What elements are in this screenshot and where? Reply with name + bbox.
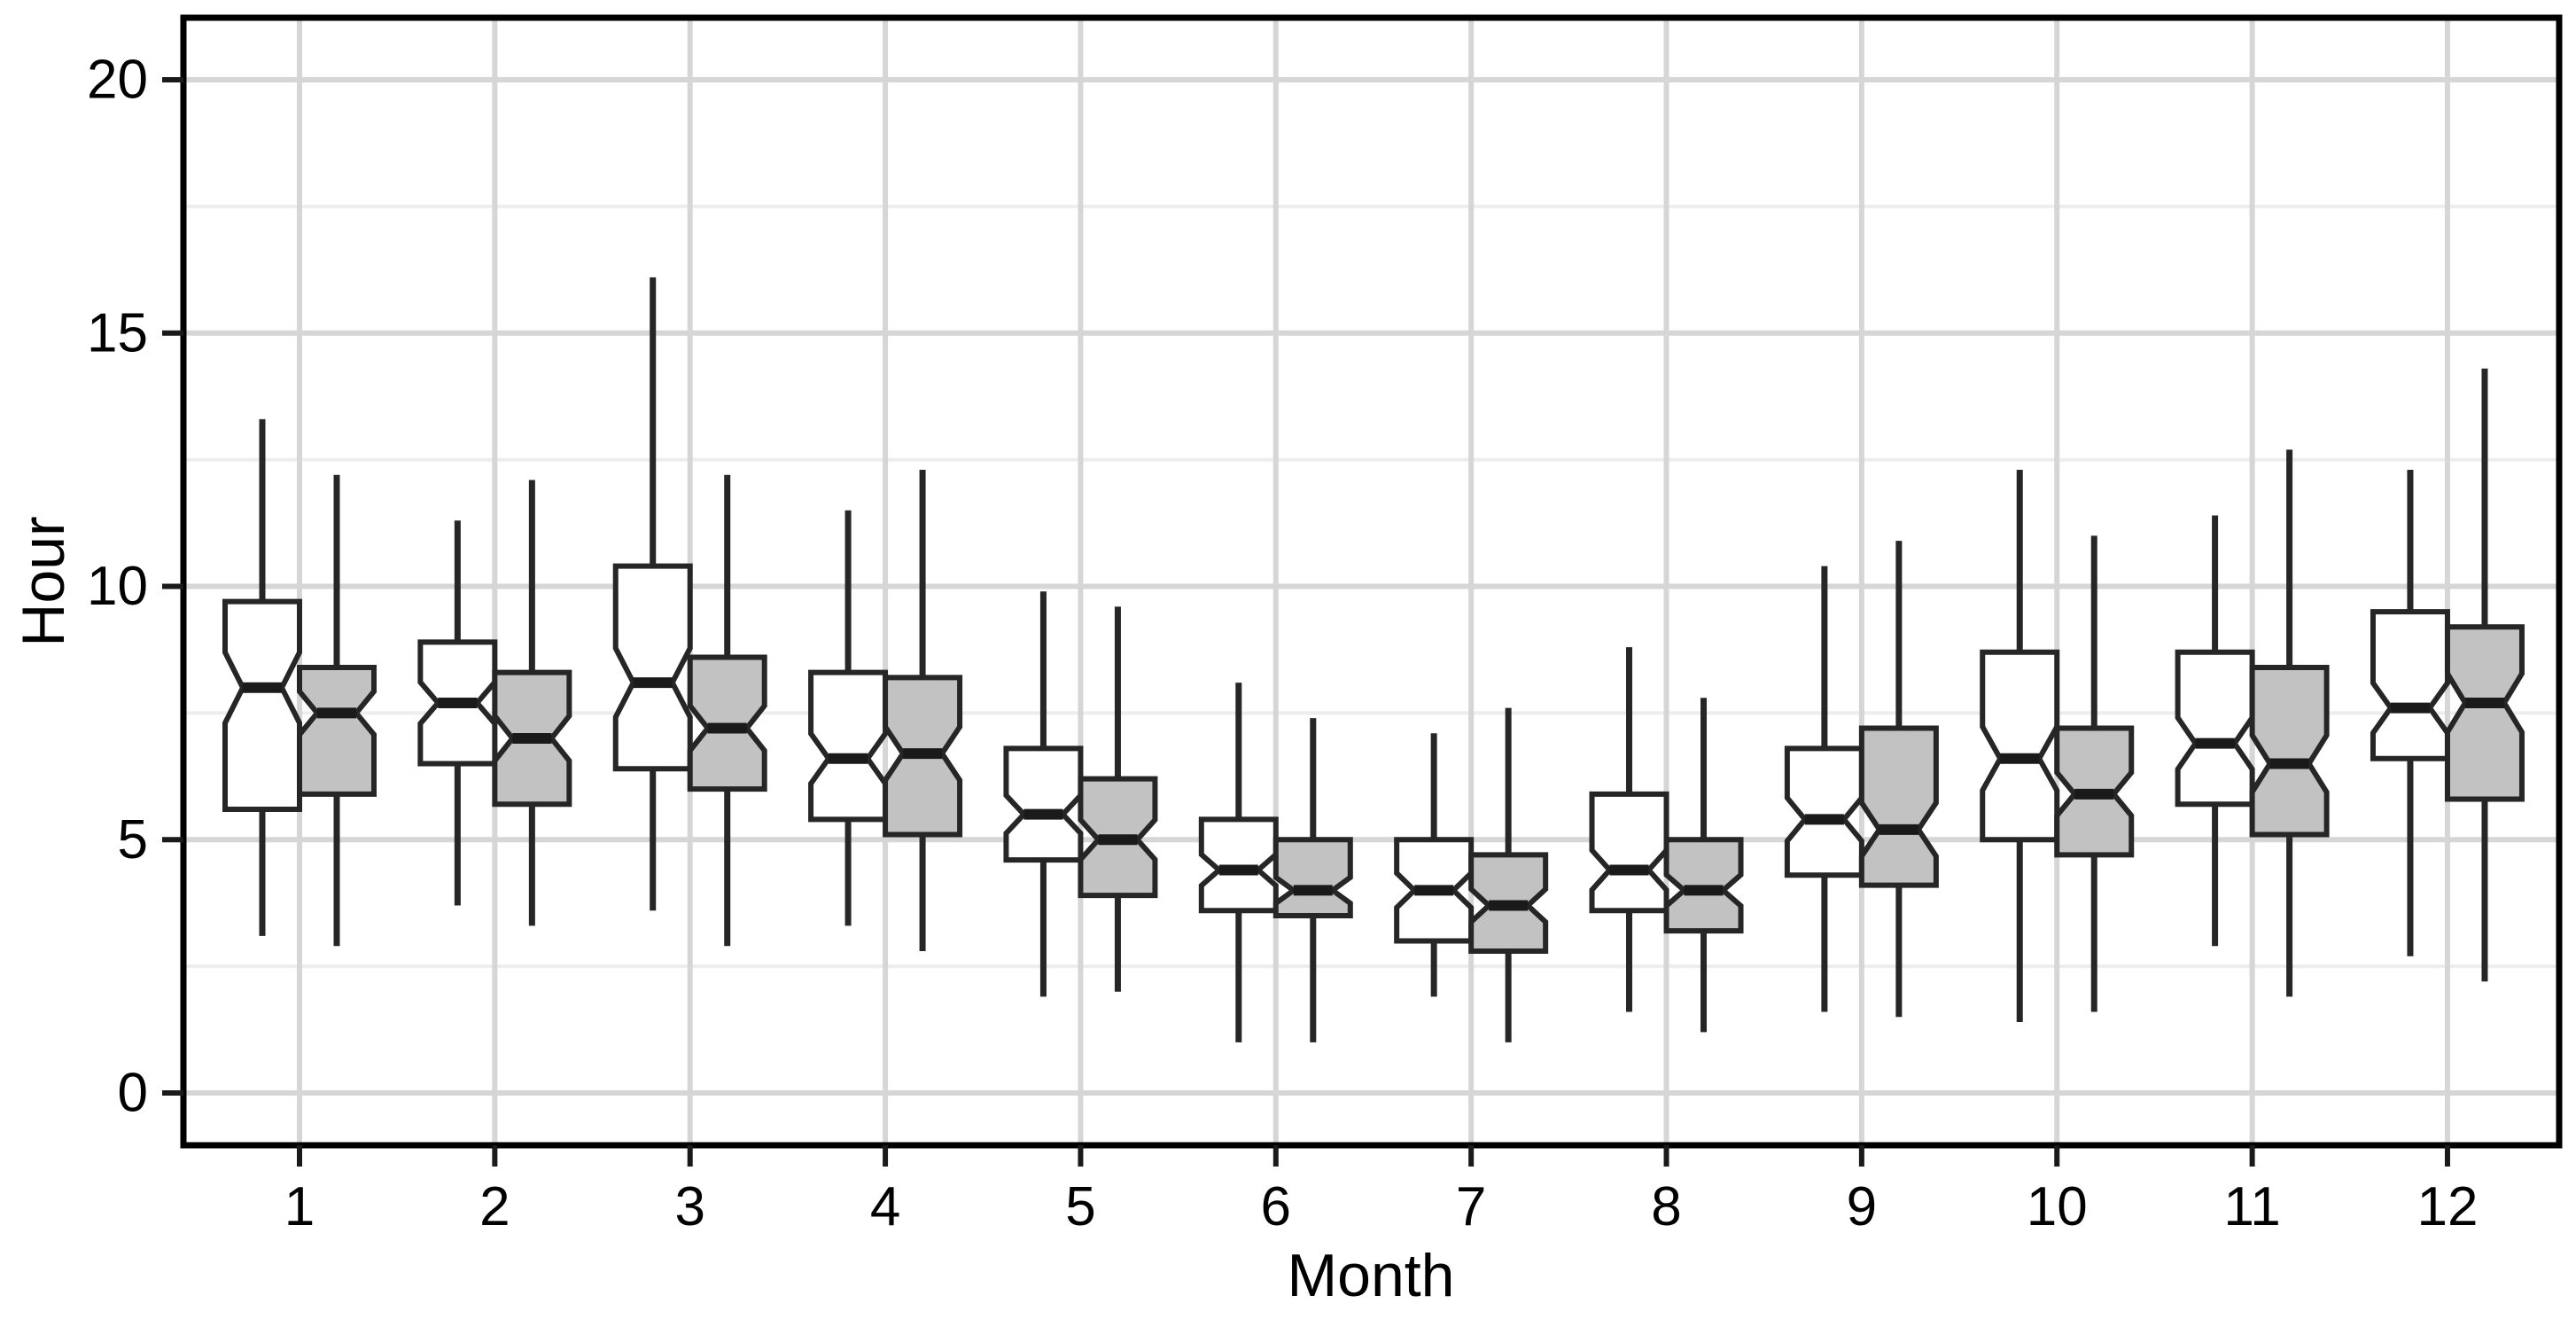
- y-tick-label-0: 0: [118, 1063, 148, 1124]
- x-tick-label-5: 5: [1065, 1176, 1095, 1237]
- x-tick-label-6: 6: [1261, 1176, 1291, 1237]
- box-m12-gray: [2444, 624, 2525, 802]
- box-m6-gray: [1272, 837, 1353, 918]
- x-tick-label-4: 4: [870, 1176, 900, 1237]
- x-tick-label-1: 1: [284, 1176, 315, 1237]
- y-tick-label-20: 20: [87, 50, 148, 111]
- x-axis-title: Month: [1288, 1242, 1455, 1309]
- box-m9-gray: [1858, 725, 1939, 888]
- box-m8-white: [1589, 791, 1669, 914]
- x-tick-label-10: 10: [2027, 1176, 2088, 1237]
- x-tick-label-12: 12: [2416, 1176, 2478, 1237]
- x-tick-label-8: 8: [1651, 1176, 1681, 1237]
- x-tick-label-7: 7: [1456, 1176, 1486, 1237]
- x-tick-label-2: 2: [479, 1176, 510, 1237]
- panel-background: [183, 18, 2559, 1145]
- panel-border: [180, 14, 2563, 1149]
- y-tick-label-5: 5: [118, 809, 148, 870]
- box-m9-white: [1784, 745, 1864, 878]
- x-tick-label-11: 11: [2223, 1176, 2280, 1237]
- box-m3-white: [612, 563, 693, 772]
- box-m5-white: [1003, 745, 1084, 863]
- y-tick-label-15: 15: [87, 302, 148, 363]
- box-m12-white: [2370, 609, 2450, 761]
- y-axis-title: Hour: [10, 516, 77, 646]
- box-m1-gray: [297, 664, 377, 797]
- box-m11-gray: [2249, 664, 2330, 838]
- box-m1-white: [222, 598, 302, 812]
- box-m10-white: [1980, 649, 2060, 843]
- y-tick-label-10: 10: [87, 556, 148, 617]
- box-m4-white: [808, 669, 889, 823]
- x-tick-label-9: 9: [1847, 1176, 1877, 1237]
- box-m11-white: [2175, 649, 2255, 808]
- x-tick-label-3: 3: [674, 1176, 704, 1237]
